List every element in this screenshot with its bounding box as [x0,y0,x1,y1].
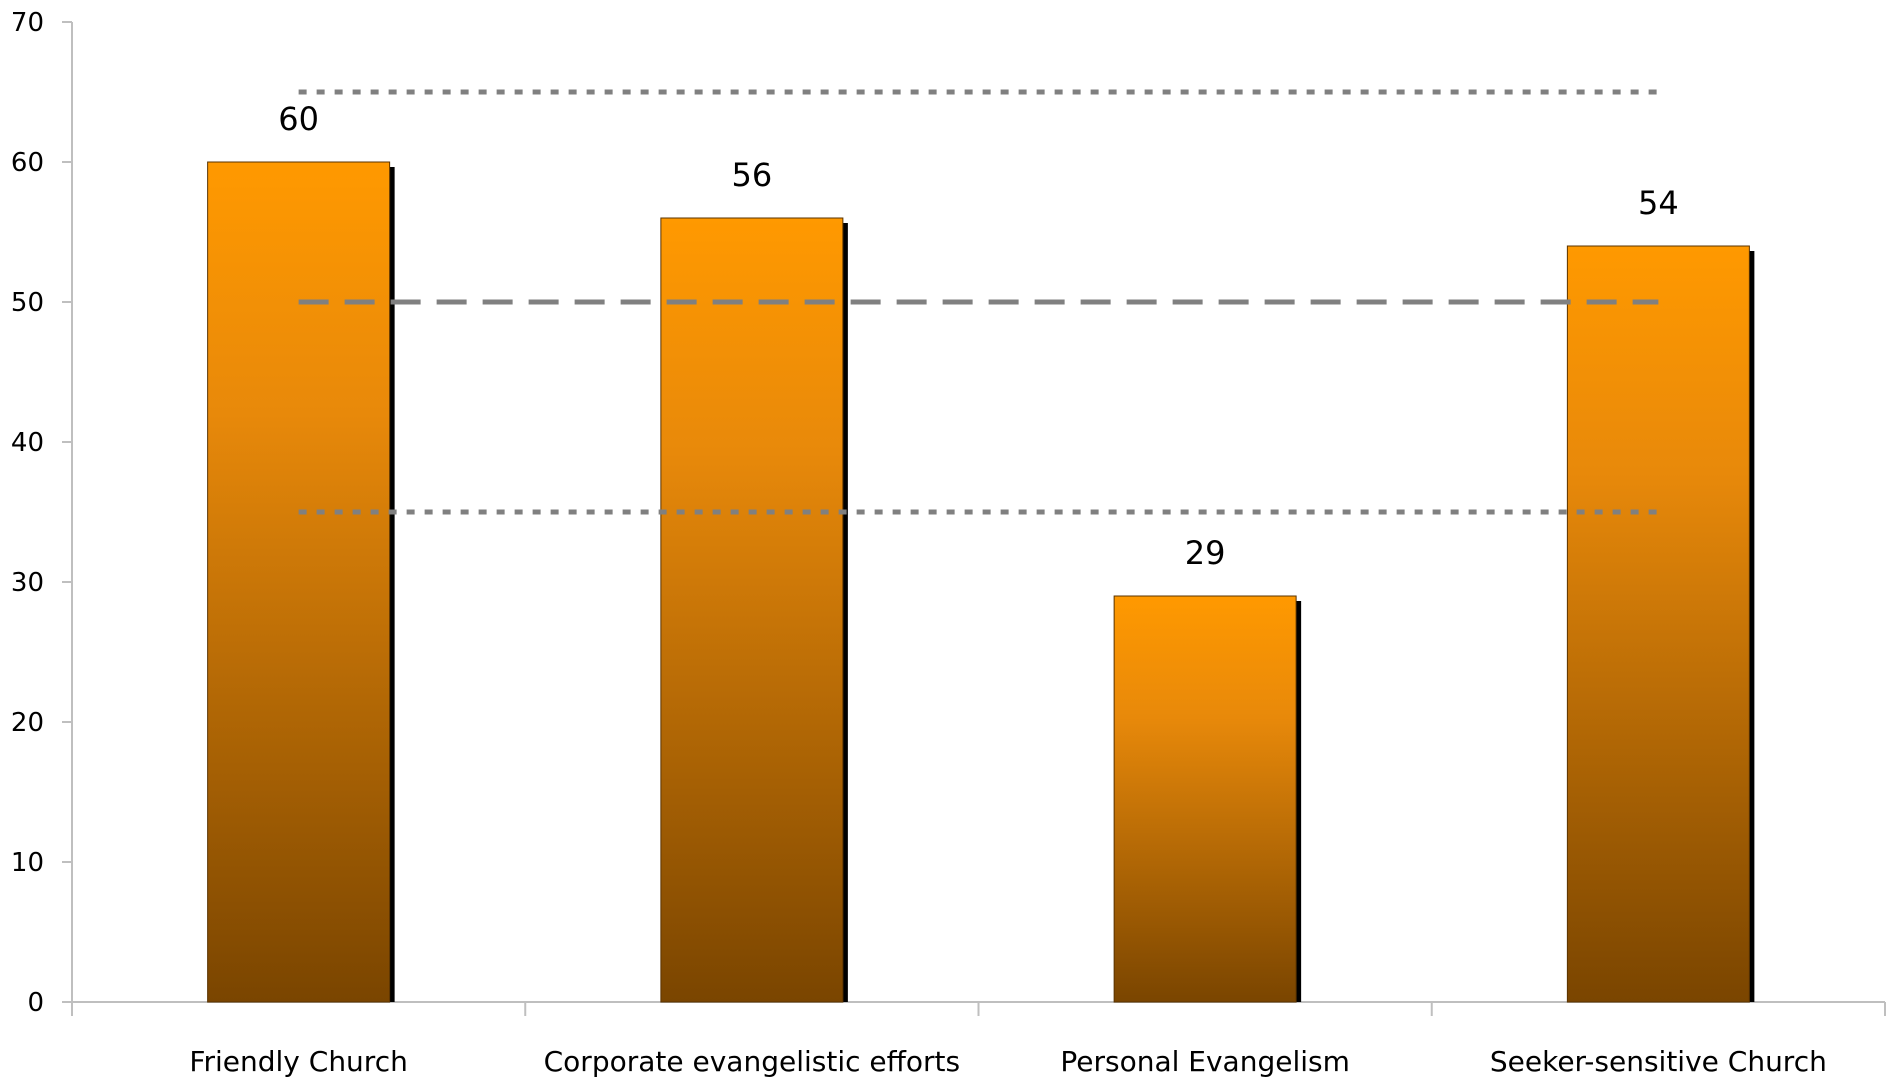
x-axis: Friendly Church Corporate evangelistic ef… [71,1001,1886,1078]
bar [660,217,844,1003]
x-category-label: Seeker-sensitive Church [1490,1045,1827,1078]
reference-lines [298,89,1659,515]
y-tick-label: 40 [11,428,44,458]
x-category-label: Personal Evangelism [1060,1045,1350,1078]
y-tick-label: 70 [11,8,44,38]
y-tick-label: 0 [27,988,44,1018]
data-label: 60 [278,100,319,138]
bar [1566,245,1750,1003]
data-label: 54 [1638,184,1679,222]
y-tick-label: 50 [11,288,44,318]
y-tick-label: 20 [11,708,44,738]
data-label: 56 [732,156,773,194]
y-tick-label: 10 [11,848,44,878]
y-axis: 0 10 20 30 40 50 60 70 [11,8,73,1018]
data-labels: 60 56 29 54 [278,100,1678,572]
y-tick-label: 30 [11,568,44,598]
data-label: 29 [1185,534,1226,572]
x-category-label: Friendly Church [189,1045,407,1078]
bars [207,161,1755,1003]
bar [207,161,391,1003]
bar [1113,595,1297,1003]
x-category-label: Corporate evangelistic efforts [544,1045,961,1078]
y-tick-label: 60 [11,148,44,178]
